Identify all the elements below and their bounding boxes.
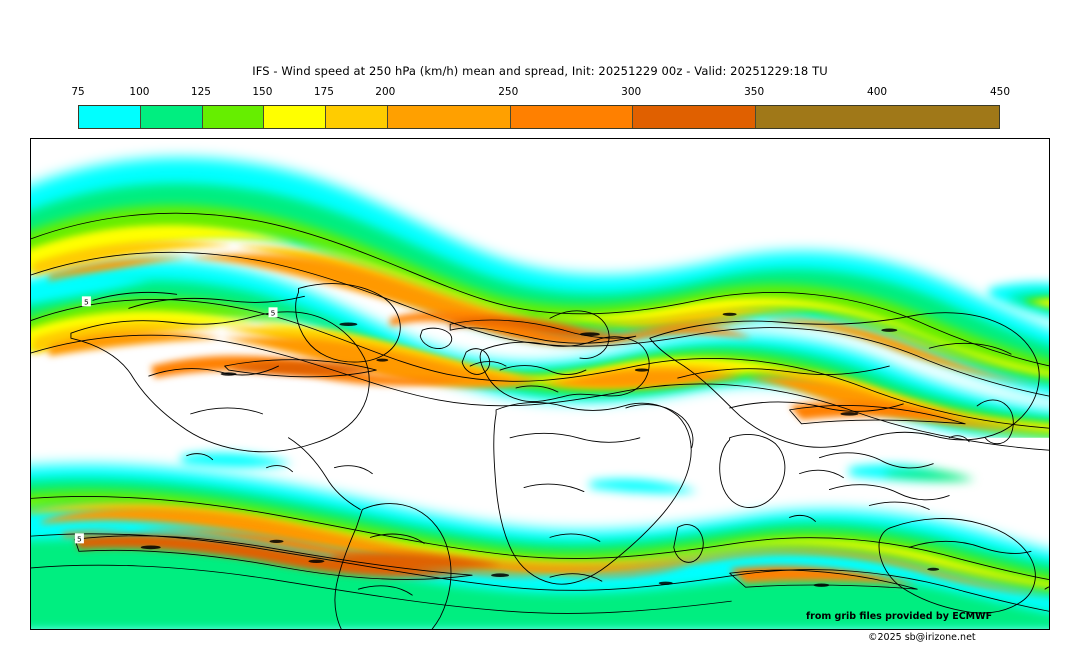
colorbar-band-dark-orange: [633, 106, 756, 128]
spread-contours: [31, 212, 1049, 614]
northern-jet-field: [31, 157, 1049, 457]
spread-stipple: [140, 312, 940, 587]
copyright-text: ©2025 sb@irizone.net: [868, 632, 976, 643]
page-title: IFS - Wind speed at 250 hPa (km/h) mean …: [252, 64, 828, 78]
colorbar-band-yellow: [264, 106, 327, 128]
svg-text:5: 5: [77, 534, 82, 543]
colorbar-tick-100: 100: [129, 86, 150, 98]
colorbar-band-chartreuse: [202, 106, 265, 128]
colorbar-tick-450: 450: [989, 86, 1011, 98]
colorbar-bands: [78, 105, 1000, 129]
colorbar-band-gold: [326, 106, 388, 128]
svg-text:5: 5: [271, 308, 276, 317]
colorbar-tick-200: 200: [375, 86, 396, 98]
colorbar-band-spring-green: [140, 106, 203, 128]
colorbar-tick-150: 150: [252, 86, 273, 98]
colorbar-tick-350: 350: [744, 86, 765, 98]
colorbar: 75 100 125 150 175 200 250 300 350 400 450: [71, 86, 1010, 130]
coastlines-overlay: [70, 283, 1049, 629]
colorbar-band-amber: [387, 106, 511, 128]
colorbar-band-orange: [510, 106, 634, 128]
contour-value-labels: 5 5 5: [74, 296, 278, 543]
colorbar-tick-75: 75: [71, 86, 85, 98]
map-panel: 5 5 5: [30, 138, 1050, 630]
colorbar-band-olive-brown: [755, 106, 999, 128]
colorbar-tick-250: 250: [498, 86, 519, 98]
ecmwf-attribution: from grib files provided by ECMWF: [806, 611, 993, 622]
svg-text:5: 5: [84, 297, 89, 306]
colorbar-tick-300: 300: [621, 86, 642, 98]
colorbar-tick-400: 400: [867, 86, 888, 98]
colorbar-tick-175: 175: [313, 86, 334, 98]
wind-speed-map: 5 5 5: [31, 139, 1049, 629]
colorbar-tick-125: 125: [190, 86, 211, 98]
colorbar-band-cyan: [79, 106, 141, 128]
colorbar-tick-labels: 75 100 125 150 175 200 250 300 350 400 450: [71, 86, 1010, 102]
